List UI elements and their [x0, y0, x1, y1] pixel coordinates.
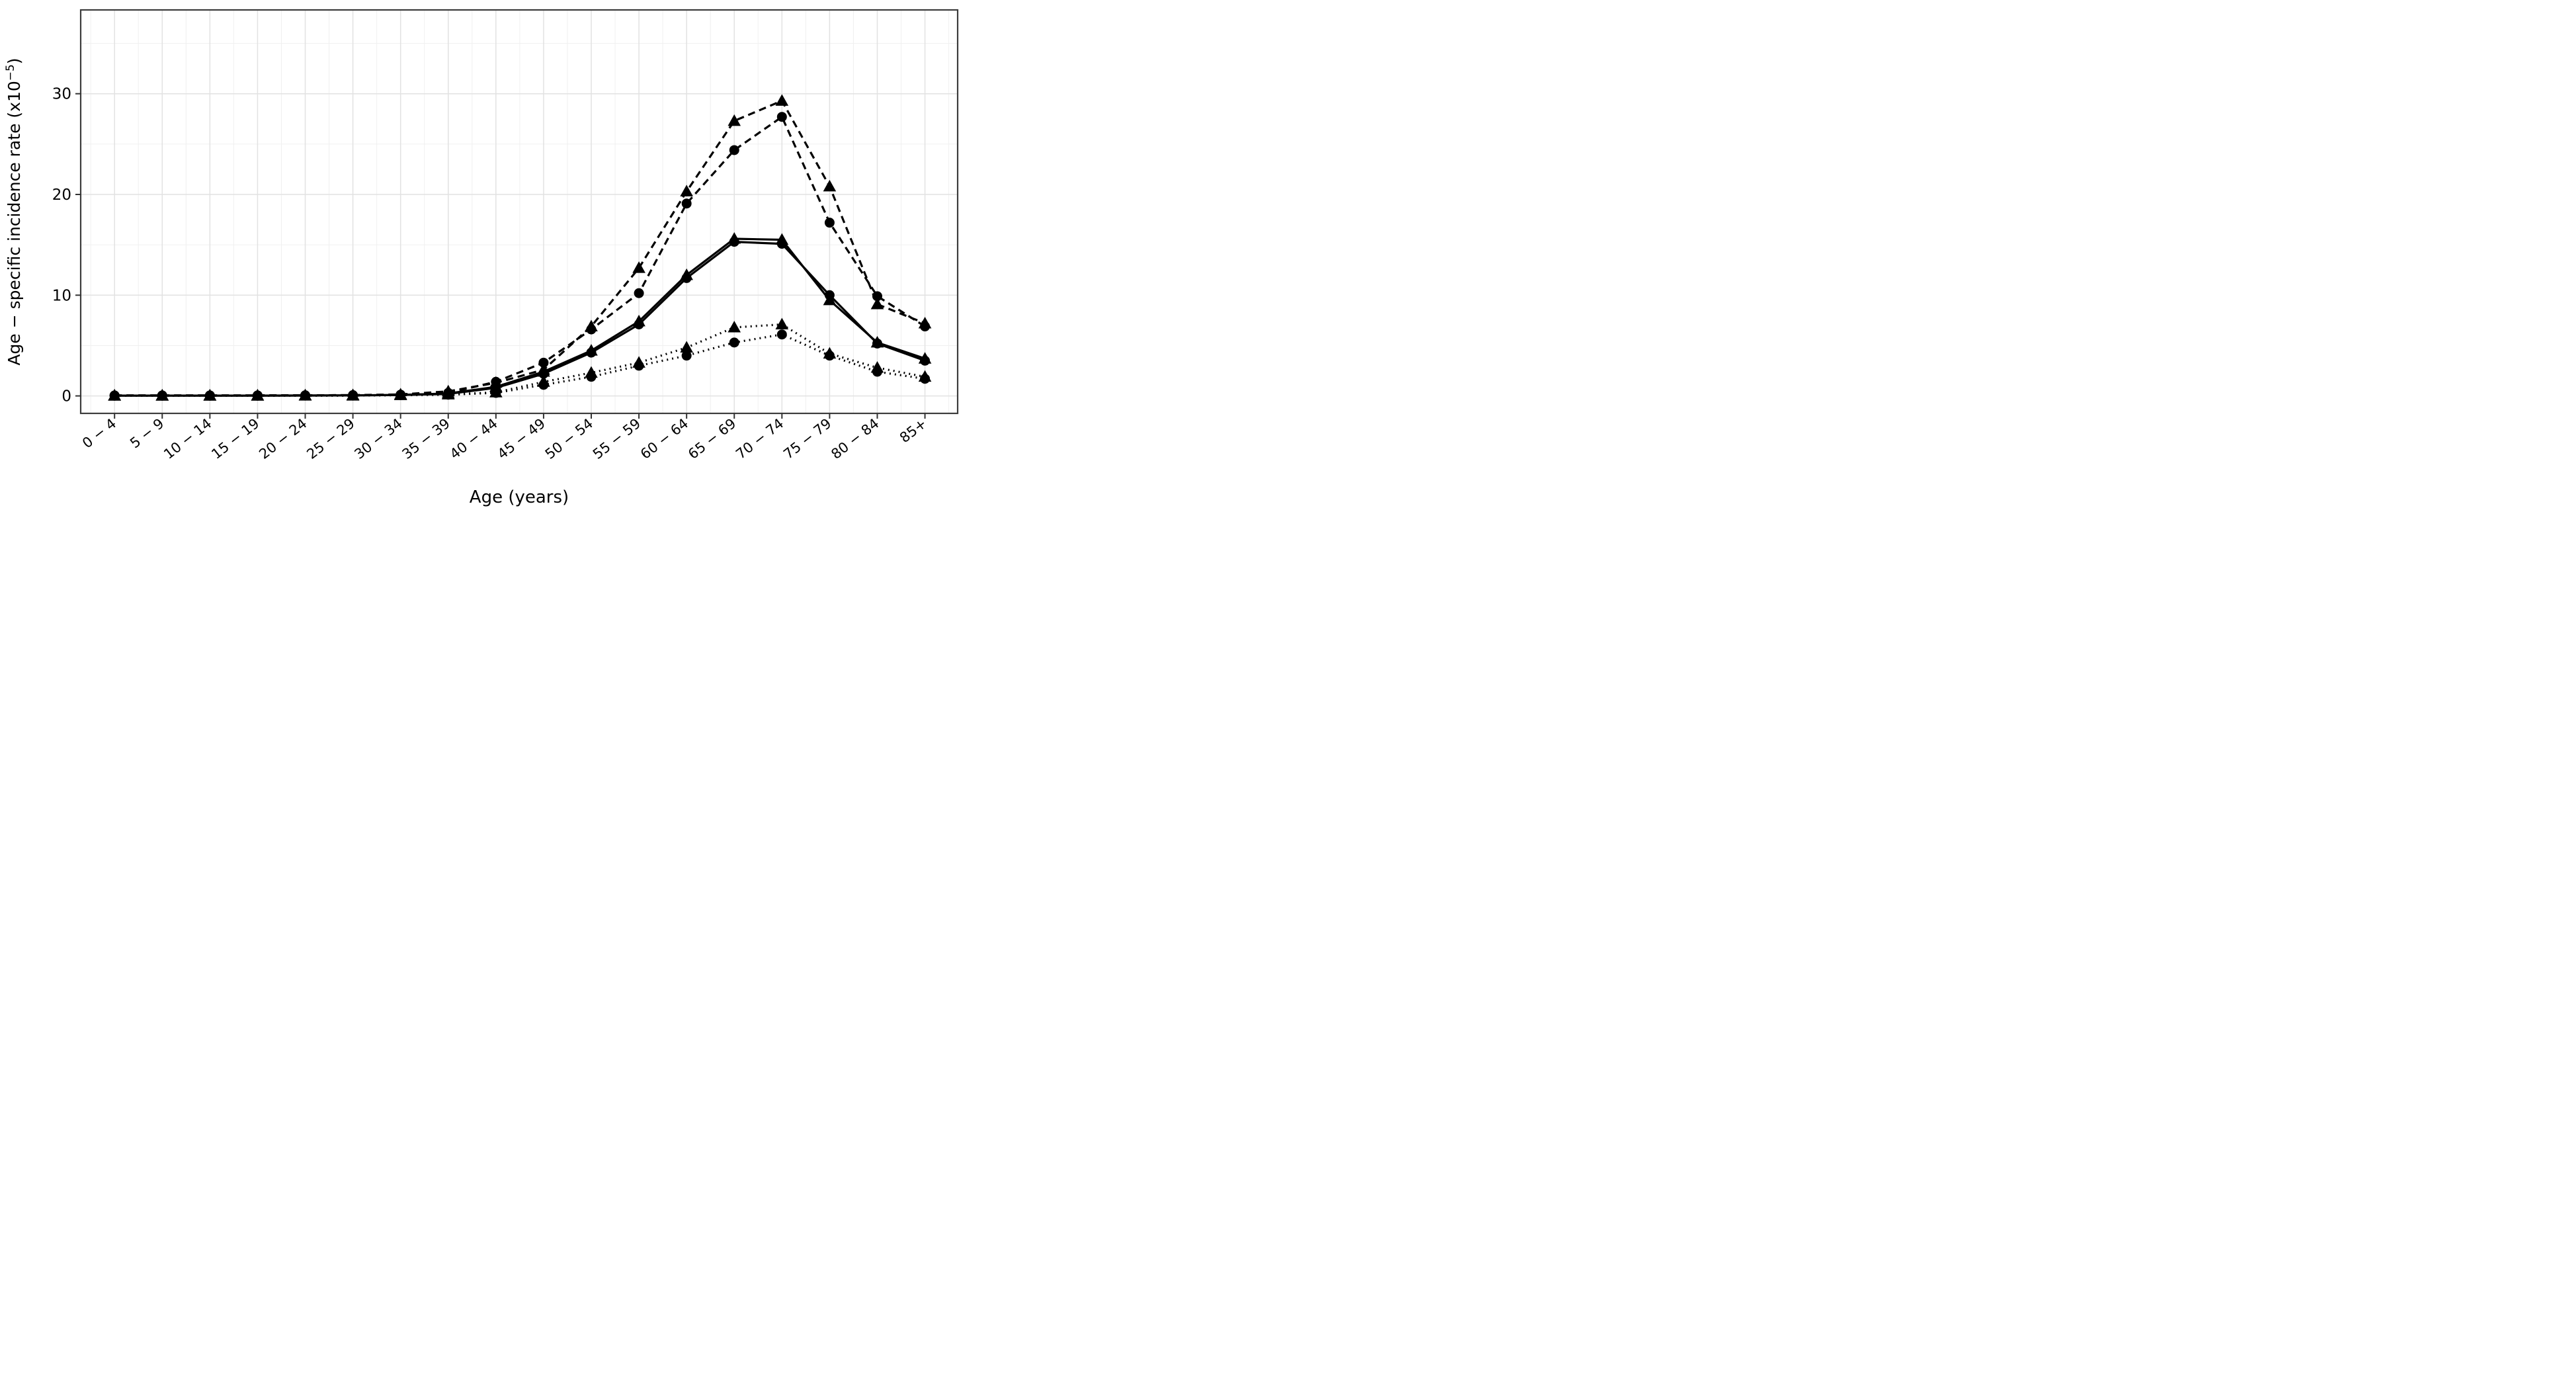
circle-marker — [729, 337, 739, 348]
x-tick-label: 25 − 29 — [304, 415, 357, 462]
circle-marker — [395, 390, 406, 400]
triangle-marker — [727, 114, 741, 126]
series-line-solid-circle — [114, 241, 926, 397]
circle-marker — [109, 390, 120, 401]
x-axis-title: Age (years) — [470, 487, 569, 507]
circle-marker — [872, 291, 882, 302]
triangle-marker — [727, 321, 741, 333]
circle-marker — [681, 351, 692, 361]
x-tick-label: 75 − 79 — [780, 415, 834, 462]
gridlines — [81, 10, 958, 413]
x-tick-label: 20 − 24 — [256, 415, 310, 462]
x-tick-label: 35 − 39 — [399, 415, 453, 462]
circle-marker — [776, 239, 787, 249]
circle-marker — [824, 290, 835, 300]
y-tick-label: 10 — [52, 287, 71, 304]
y-tick-label: 20 — [52, 187, 71, 204]
x-tick-label: 15 − 19 — [208, 415, 262, 462]
circle-marker — [157, 390, 167, 401]
y-tick-labels: 0 10 20 30 — [52, 86, 71, 405]
circle-marker — [776, 329, 787, 340]
circle-marker — [776, 112, 787, 122]
circle-marker — [872, 366, 882, 377]
circle-marker — [538, 368, 549, 379]
triangle-marker — [823, 179, 837, 192]
circle-marker — [586, 372, 597, 382]
circle-marker — [491, 388, 501, 398]
circle-marker — [729, 145, 739, 155]
x-tick-label: 45 − 49 — [495, 415, 548, 462]
triangle-marker — [632, 261, 645, 273]
x-tick-label: 55 − 59 — [590, 415, 644, 462]
x-tick-label: 5 − 9 — [127, 415, 167, 451]
triangle-marker — [870, 298, 884, 310]
circle-marker — [681, 272, 692, 283]
circle-marker — [443, 390, 454, 400]
x-tick-label: 85+ — [897, 415, 930, 446]
x-tick-label: 60 − 64 — [638, 415, 691, 462]
y-tick-label: 0 — [62, 388, 71, 405]
circle-marker — [634, 360, 644, 371]
circle-marker — [920, 374, 931, 384]
circle-marker — [634, 288, 644, 298]
triangle-marker — [775, 317, 789, 329]
circle-marker — [824, 351, 835, 361]
circle-marker — [920, 355, 931, 366]
series-markers-dotted-circle — [109, 329, 931, 401]
triangle-marker — [680, 185, 693, 196]
circle-marker — [300, 390, 311, 401]
x-tick-label: 80 − 84 — [828, 415, 882, 462]
x-tick-label: 0 − 4 — [79, 415, 119, 451]
circle-marker — [204, 390, 215, 401]
circle-marker — [872, 338, 882, 349]
circle-marker — [729, 237, 739, 247]
circle-marker — [538, 357, 549, 368]
circle-marker — [586, 347, 597, 358]
circle-marker — [252, 390, 263, 401]
circle-marker — [586, 324, 597, 335]
circle-marker — [920, 321, 931, 332]
circle-marker — [634, 319, 644, 329]
x-tick-label: 30 − 34 — [351, 415, 405, 462]
triangle-marker — [775, 94, 789, 106]
data-series — [108, 94, 932, 401]
x-tick-label: 70 − 74 — [733, 415, 786, 462]
y-tick-label: 30 — [52, 86, 71, 103]
axis-ticks — [75, 93, 926, 419]
plot-panel-border — [79, 9, 959, 415]
circle-marker — [538, 380, 549, 390]
triangle-marker — [680, 341, 693, 353]
y-axis-title: Age − specific incidence rate (x10−5) — [4, 58, 24, 365]
x-tick-label: 65 − 69 — [685, 415, 739, 462]
circle-marker — [681, 198, 692, 209]
circle-marker — [348, 390, 358, 401]
x-tick-label: 40 − 44 — [447, 415, 501, 462]
x-tick-label: 10 − 14 — [161, 415, 214, 462]
circle-marker — [824, 218, 835, 228]
x-tick-label: 50 − 54 — [542, 415, 596, 462]
